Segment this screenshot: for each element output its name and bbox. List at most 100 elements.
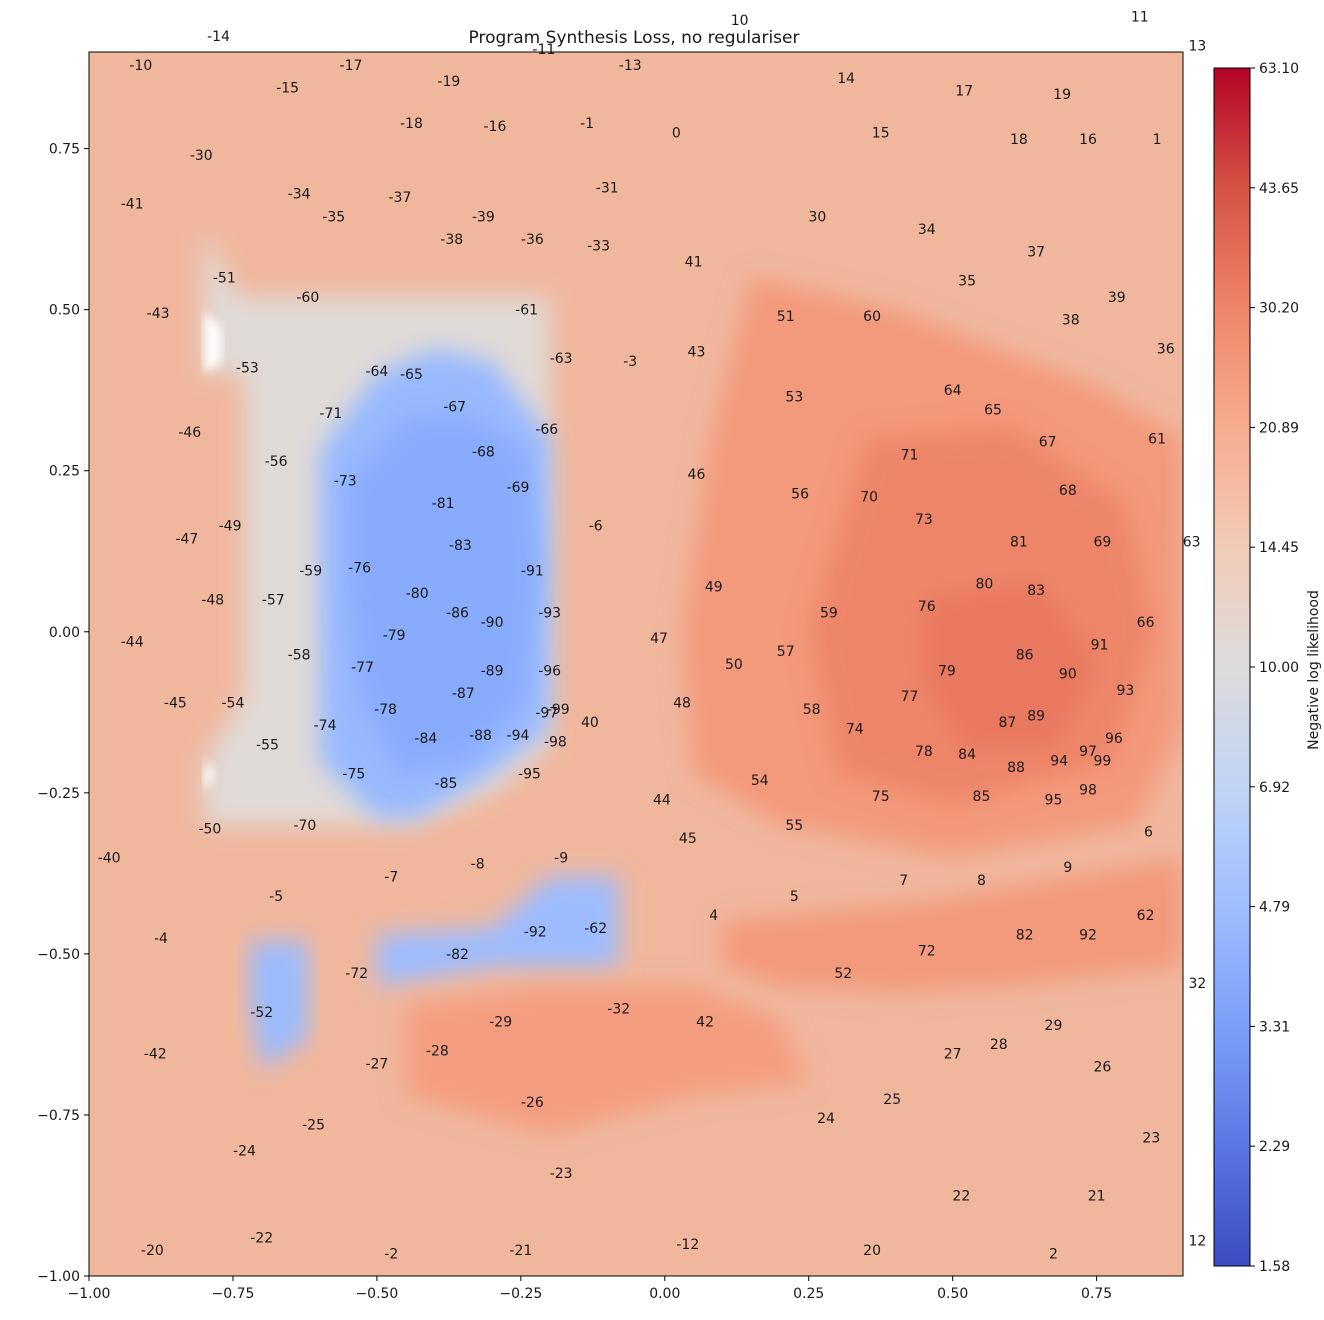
point-label: -97 (535, 705, 558, 721)
point-label: -74 (314, 718, 337, 734)
point-label: 73 (915, 512, 933, 528)
y-tick-label: 0.25 (49, 464, 80, 480)
point-label: 64 (944, 383, 962, 399)
point-label: -2 (384, 1246, 398, 1262)
point-label: -52 (250, 1005, 273, 1021)
colorbar-tick-label: 3.31 (1259, 1019, 1290, 1035)
point-label: -24 (233, 1143, 256, 1159)
point-label: -54 (222, 696, 245, 712)
point-label: -86 (446, 605, 469, 621)
heatmap-region (376, 876, 619, 1032)
point-label: 39 (1108, 290, 1126, 306)
point-label: 48 (673, 696, 691, 712)
point-label: 83 (1027, 583, 1045, 599)
point-label: -48 (201, 593, 224, 609)
point-label: 25 (883, 1092, 901, 1108)
point-label: -25 (302, 1118, 325, 1134)
point-label: -49 (219, 518, 242, 534)
point-label: -81 (432, 496, 455, 512)
point-label: -92 (524, 924, 547, 940)
point-label: -44 (121, 634, 144, 650)
point-label: 61 (1148, 432, 1166, 448)
point-label: -63 (550, 351, 573, 367)
point-label: 4 (709, 908, 718, 924)
point-label: 54 (751, 773, 769, 789)
point-label: 43 (688, 345, 706, 361)
y-tick-label: −0.25 (37, 786, 80, 802)
point-label: -64 (365, 364, 388, 380)
point-label: 16 (1079, 132, 1097, 148)
point-label: 7 (899, 873, 908, 889)
point-label: 94 (1050, 754, 1068, 770)
y-tick-label: 0.75 (49, 142, 80, 158)
point-label: -76 (348, 560, 371, 576)
point-label: 93 (1117, 683, 1135, 699)
colorbar-tick-label: 20.89 (1259, 420, 1299, 436)
point-label: 29 (1045, 1018, 1063, 1034)
point-label: 26 (1093, 1060, 1111, 1076)
colorbar-gradient (1213, 67, 1251, 1267)
point-label: -73 (334, 473, 357, 489)
point-label: -41 (121, 196, 144, 212)
point-label: -26 (521, 1095, 544, 1111)
point-label: 20 (863, 1243, 881, 1259)
y-tick-label: 0.50 (49, 303, 80, 319)
point-label: -56 (265, 454, 288, 470)
point-label: 53 (785, 390, 803, 406)
point-label: 88 (1007, 760, 1025, 776)
point-label: -79 (383, 628, 406, 644)
point-label: -93 (538, 605, 561, 621)
point-label: -30 (190, 148, 213, 164)
point-label: -55 (256, 738, 279, 754)
point-label: 0 (672, 126, 681, 142)
plot-frame (88, 51, 1184, 1277)
colorbar-tick-label: 4.79 (1259, 900, 1290, 916)
point-label: 82 (1016, 928, 1034, 944)
x-tick-label: −0.25 (499, 1286, 542, 1302)
point-label: -80 (406, 586, 429, 602)
colorbar-tick-label: 30.20 (1259, 301, 1299, 317)
point-label: -42 (144, 1047, 167, 1063)
point-label: -27 (365, 1056, 388, 1072)
point-label: -19 (437, 74, 460, 90)
point-label: -35 (322, 209, 345, 225)
point-label: 42 (696, 1015, 714, 1031)
colorbar-tick-label: 6.92 (1259, 780, 1290, 796)
point-label: 72 (918, 944, 936, 960)
point-label: -38 (440, 232, 463, 248)
point-label: 13 (1188, 39, 1206, 55)
point-label: -51 (213, 270, 236, 286)
x-tick-label: −1.00 (68, 1286, 111, 1302)
point-label: 5 (790, 889, 799, 905)
point-label: 10 (731, 13, 749, 29)
x-tick-label: −0.75 (211, 1286, 254, 1302)
point-label: 58 (803, 702, 821, 718)
point-label: -85 (435, 776, 458, 792)
point-label: -65 (400, 367, 423, 383)
point-label: -47 (175, 531, 198, 547)
heatmap-region (204, 309, 222, 375)
point-label: -43 (147, 306, 170, 322)
point-label: -7 (384, 870, 398, 886)
point-label: 95 (1045, 792, 1063, 808)
heatmap-regions (204, 232, 1183, 1135)
point-label: 76 (918, 599, 936, 615)
point-label: 63 (1183, 535, 1201, 551)
point-label: 30 (808, 209, 826, 225)
point-label: 32 (1188, 976, 1206, 992)
colorbar-tick-label: 14.45 (1259, 540, 1299, 556)
point-label: 98 (1079, 783, 1097, 799)
point-label: 74 (846, 721, 864, 737)
point-label: 9 (1063, 860, 1072, 876)
point-label: -66 (535, 422, 558, 438)
y-tick-label: 0.00 (49, 625, 80, 641)
point-label: -95 (518, 767, 541, 783)
point-label: -88 (469, 728, 492, 744)
point-label: 11 (1131, 10, 1149, 26)
x-tick-label: 0.50 (937, 1286, 968, 1302)
point-labels: -1 -2 -3 -4 -5 -6 -7 -8 -9 -10 -11 -12 -13 -14 -15 -16 -… (98, 10, 1207, 1263)
point-label: 28 (990, 1037, 1008, 1053)
point-label: -23 (550, 1166, 573, 1182)
point-label: -72 (345, 966, 368, 982)
